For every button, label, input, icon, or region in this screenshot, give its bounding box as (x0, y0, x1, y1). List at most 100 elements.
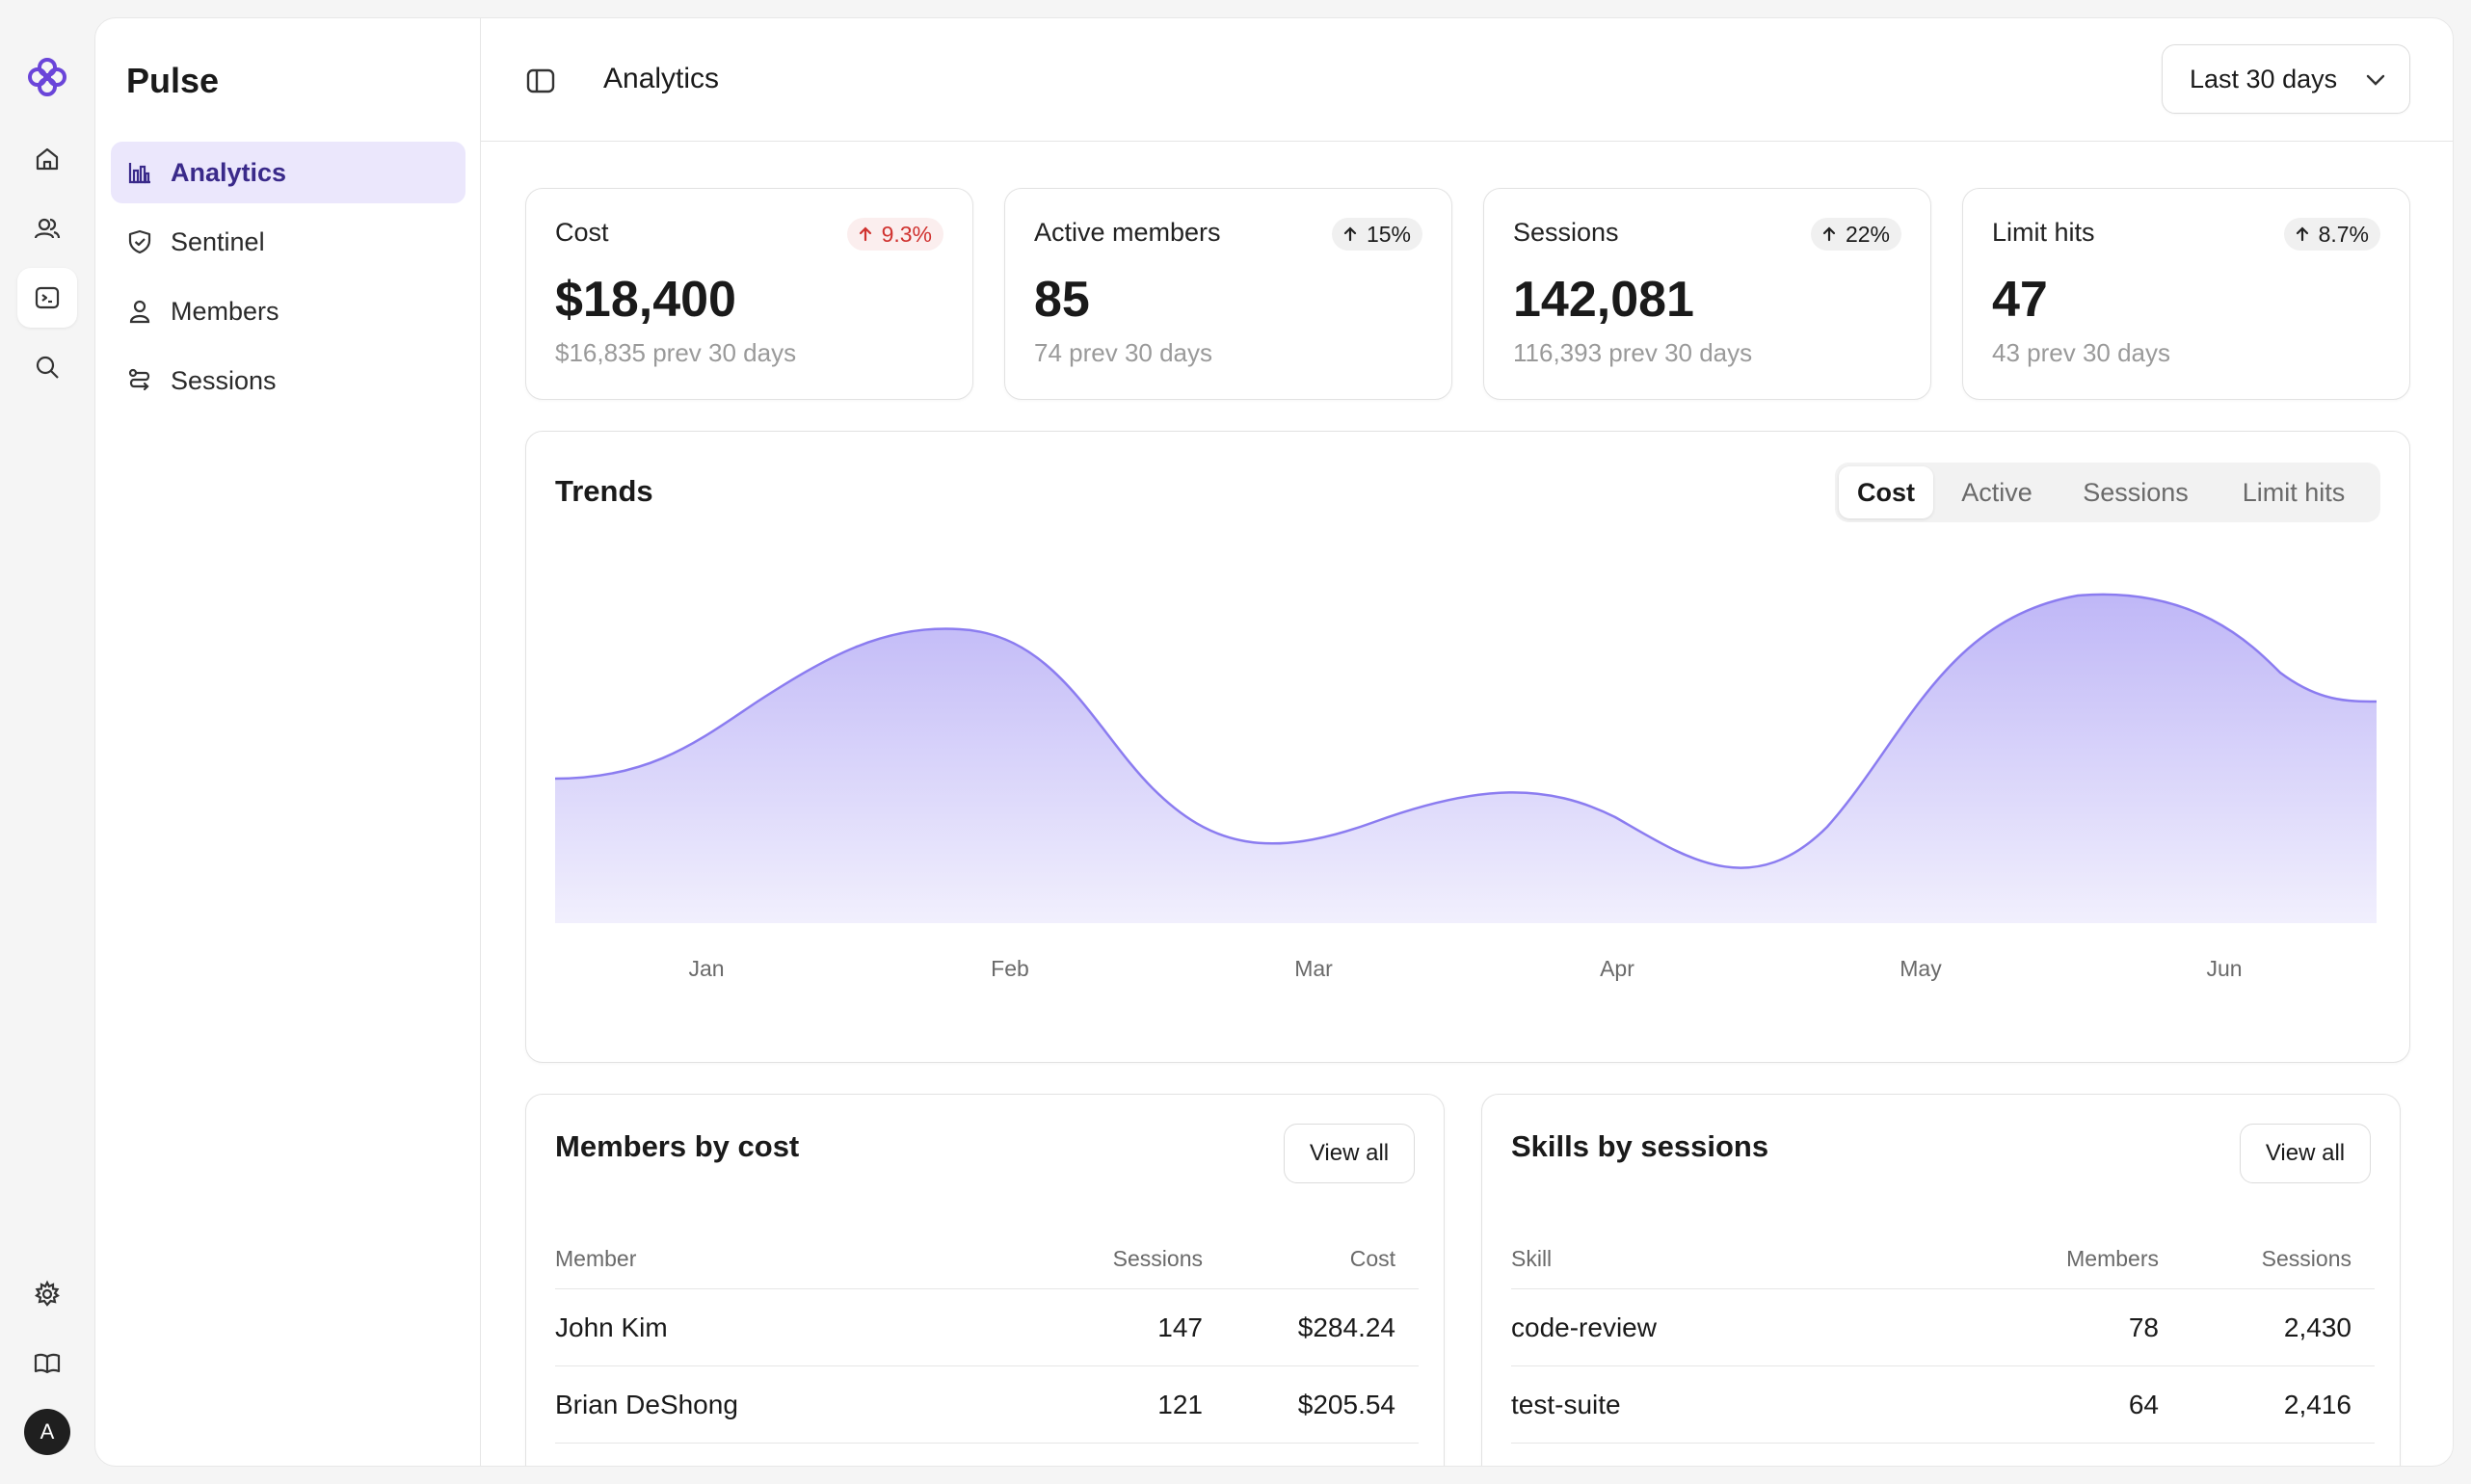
table-row[interactable]: Brian DeShong 121 $205.54 (555, 1366, 1419, 1444)
x-tick-label: Mar (1294, 956, 1333, 981)
column-header[interactable]: Sessions (1112, 1246, 1203, 1271)
user-icon (129, 300, 150, 324)
sidebar-item-sentinel[interactable]: Sentinel (111, 211, 465, 273)
panel-title: Members by cost (555, 1129, 800, 1163)
date-range-select[interactable]: Last 30 days (2162, 44, 2410, 114)
sidebar-item-label: Analytics (171, 157, 287, 187)
app-shell: Pulse Analytics Sentinel Members (94, 17, 2454, 1467)
stat-value: $18,400 (555, 272, 736, 328)
stat-label: Active members (1034, 218, 1221, 247)
search-button[interactable] (17, 337, 77, 397)
panel-title: Skills by sessions (1511, 1129, 1769, 1163)
shield-icon (128, 229, 151, 254)
table-header: Member Sessions Cost (555, 1230, 1419, 1289)
skill-sessions: 2,416 (2283, 1389, 2351, 1419)
terminal-button[interactable] (17, 268, 77, 328)
view-all-button[interactable]: View all (2240, 1124, 2371, 1183)
terminal-icon (35, 286, 60, 309)
member-cost: $284.24 (1297, 1312, 1395, 1342)
trends-chart: Jan Feb Mar Apr May Jun (555, 593, 2377, 981)
sidebar-item-sessions[interactable]: Sessions (111, 350, 465, 411)
member-sessions: 121 (1157, 1389, 1203, 1419)
stat-card-sessions: Sessions 22% 142,081 116,393 prev 30 day… (1483, 188, 1931, 400)
change-badge: 9.3% (846, 218, 943, 251)
table-row[interactable]: test-suite 64 2,416 (1511, 1366, 2375, 1444)
change-value: 22% (1845, 221, 1890, 247)
app-title: Pulse (126, 61, 220, 100)
skill-name: code-review (1511, 1312, 1657, 1342)
sidebar: Pulse Analytics Sentinel Members (95, 18, 481, 1466)
skill-members: 78 (2128, 1312, 2159, 1342)
tab-active[interactable]: Active (1961, 477, 2033, 507)
table-row[interactable]: code-review 78 2,430 (1511, 1289, 2375, 1366)
tab-cost[interactable]: Cost (1839, 466, 1933, 518)
bar-chart-icon (128, 163, 150, 184)
table-header: Skill Members Sessions (1511, 1230, 2375, 1289)
x-tick-label: Apr (1600, 956, 1634, 981)
change-badge: 22% (1810, 218, 1901, 251)
trends-line (555, 593, 2377, 869)
trends-tab-group: Cost Active Sessions Limit hits (1835, 463, 2380, 522)
top-bar: Analytics Last 30 days (481, 18, 2453, 142)
change-value: 15% (1366, 221, 1411, 247)
home-button[interactable] (17, 129, 77, 189)
logo-icon[interactable] (26, 56, 68, 98)
date-range-label: Last 30 days (2190, 64, 2338, 93)
x-tick-label: Jun (2206, 956, 2242, 981)
sidebar-item-analytics[interactable]: Analytics (111, 142, 465, 203)
stat-value: 85 (1034, 272, 1090, 328)
stat-previous: 74 prev 30 days (1034, 338, 1213, 367)
chevron-down-icon (2366, 74, 2385, 86)
skill-members: 64 (2128, 1389, 2159, 1419)
page-title: Analytics (603, 63, 720, 94)
change-value: 8.7% (2318, 221, 2369, 247)
sidebar-nav: Analytics Sentinel Members Sessions (111, 142, 465, 419)
member-name: John Kim (555, 1312, 668, 1342)
skill-sessions: 2,430 (2283, 1312, 2351, 1342)
members-by-cost-panel: Members by cost View all Member Sessions… (525, 1094, 1445, 1466)
search-icon (36, 356, 59, 379)
members-table: Member Sessions Cost John Kim 147 $284.2… (555, 1230, 1419, 1444)
member-cost: $205.54 (1297, 1389, 1395, 1419)
skills-by-sessions-panel: Skills by sessions View all Skill Member… (1481, 1094, 2401, 1466)
table-row[interactable]: John Kim 147 $284.24 (555, 1289, 1419, 1366)
stat-label: Cost (555, 218, 609, 247)
arrow-up-icon (859, 226, 871, 242)
x-tick-label: May (1900, 956, 1942, 981)
stat-card-active-members: Active members 15% 85 74 prev 30 days (1004, 188, 1452, 400)
sidebar-toggle-icon[interactable] (525, 66, 556, 95)
trends-area (555, 594, 2377, 923)
tab-limit-hits[interactable]: Limit hits (2242, 477, 2346, 507)
main-content: Analytics Last 30 days Cost 9.3% $18,400… (481, 18, 2453, 1466)
stat-card-limit-hits: Limit hits 8.7% 47 43 prev 30 days (1962, 188, 2410, 400)
trends-panel: Trends Cost Active Sessions Limit hits J… (525, 431, 2410, 1063)
sidebar-item-label: Members (171, 296, 279, 326)
x-tick-label: Feb (991, 956, 1029, 981)
users-button[interactable] (17, 199, 77, 258)
column-header[interactable]: Member (555, 1246, 637, 1271)
home-icon (36, 147, 59, 171)
settings-button[interactable] (17, 1264, 77, 1324)
column-header[interactable]: Cost (1349, 1246, 1395, 1271)
icon-rail: A (0, 0, 94, 1484)
route-icon (128, 368, 150, 391)
column-header[interactable]: Skill (1511, 1246, 1553, 1271)
member-name: Brian DeShong (555, 1389, 738, 1419)
tab-sessions[interactable]: Sessions (2083, 477, 2189, 507)
trends-title: Trends (555, 474, 653, 508)
sidebar-item-members[interactable]: Members (111, 280, 465, 342)
stat-value: 47 (1992, 272, 2048, 328)
change-badge: 8.7% (2283, 218, 2380, 251)
column-header[interactable]: Sessions (2261, 1246, 2351, 1271)
stat-previous: 43 prev 30 days (1992, 338, 2171, 367)
arrow-up-icon (1343, 226, 1357, 242)
stat-card-cost: Cost 9.3% $18,400 $16,835 prev 30 days (525, 188, 973, 400)
view-all-button[interactable]: View all (1284, 1124, 1415, 1183)
column-header[interactable]: Members (2066, 1246, 2159, 1271)
sidebar-item-label: Sentinel (171, 226, 265, 256)
avatar[interactable]: A (24, 1409, 70, 1455)
stat-cards: Cost 9.3% $18,400 $16,835 prev 30 days A… (525, 188, 2410, 400)
member-sessions: 147 (1157, 1312, 1203, 1342)
stat-previous: $16,835 prev 30 days (555, 338, 797, 367)
docs-button[interactable] (17, 1334, 77, 1393)
